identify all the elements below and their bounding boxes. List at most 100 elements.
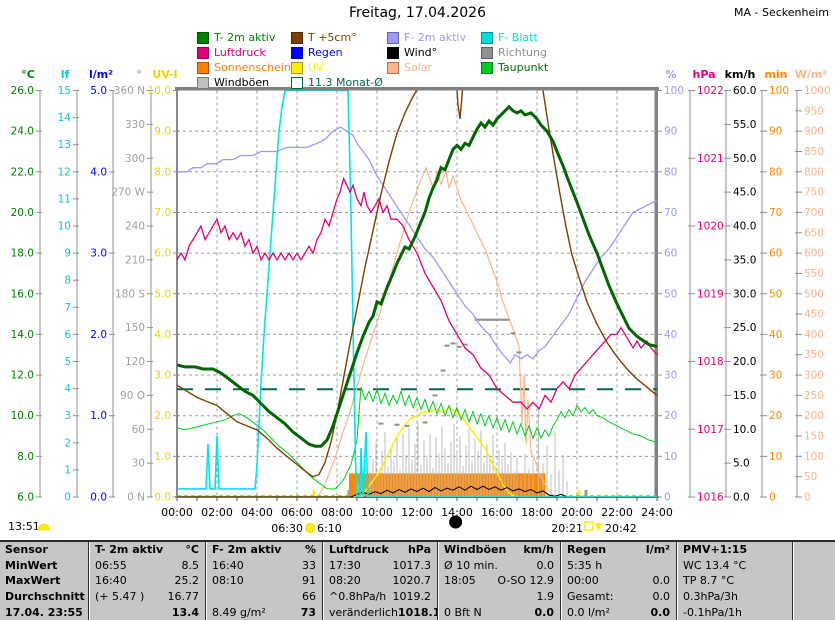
axis-tick-label: 70 xyxy=(664,207,677,219)
axis-tick-label: 10 xyxy=(58,221,71,233)
axis-tick-label: 20.0 xyxy=(11,207,34,219)
table-cell: 06:55 8.5 xyxy=(88,557,205,574)
table-cell-value: °C xyxy=(185,543,199,557)
legend-item: Windböen xyxy=(197,76,269,89)
axis-tick-label: 0 xyxy=(64,492,71,504)
table-cell-value: 0.0 xyxy=(534,605,555,619)
axis-tick-label: 650 xyxy=(804,227,824,239)
axis-tick-label: 180 S xyxy=(115,288,145,300)
legend-swatch-icon xyxy=(197,46,209,59)
axis-title: °C xyxy=(21,68,35,81)
table-cell-text: 00:00 xyxy=(567,574,599,588)
axis-title: ° xyxy=(136,68,142,81)
axis-title: lf xyxy=(61,68,70,81)
axis-tick-label: 60 xyxy=(769,248,782,260)
table-cell-value: 1018.1 xyxy=(397,605,437,619)
axis-tick-label: 5.0 xyxy=(90,85,107,97)
axis-tick-label: 3.0 xyxy=(154,370,171,382)
table-cell-value: l/m² xyxy=(645,543,670,557)
series-direction xyxy=(378,318,522,427)
axis-tick-label: 60 xyxy=(132,424,145,436)
table-cell-text: Luftdruck xyxy=(329,543,389,557)
table-cell-value: 8.5 xyxy=(181,558,200,572)
x-axis-label: 08:00 xyxy=(321,506,353,519)
table-cell-text: TP 8.7 °C xyxy=(683,574,735,588)
x-axis-label: 16:00 xyxy=(481,506,513,519)
legend-swatch-icon xyxy=(291,31,303,44)
table-cell-text: 0.3hPa/3h xyxy=(683,590,739,604)
axis-tick-label: 20 xyxy=(769,410,782,422)
axis-tick-label: 0 N xyxy=(127,492,145,504)
axis-title: hPa xyxy=(692,68,715,81)
axis-tick-label: 350 xyxy=(804,349,824,361)
sunset-arrow-icon xyxy=(595,523,602,531)
table-cell: T- 2m aktiv °C xyxy=(88,542,205,558)
table-cell-value: 1.9 xyxy=(536,590,555,604)
axis-title: UV-I xyxy=(152,68,177,81)
axis-tick-label: 70 xyxy=(769,207,782,219)
axis-title: min xyxy=(764,68,787,81)
x-axis-label: 24:00 xyxy=(641,506,673,519)
axis-tick-label: 8 xyxy=(64,275,71,287)
plot-border-top xyxy=(175,87,659,91)
table-cell-text: F- 2m aktiv xyxy=(212,543,282,557)
axis-tick-label: 20.0 xyxy=(733,356,756,368)
table-cell-text: PMV+1:15 xyxy=(683,543,748,557)
chart-legend: T- 2m aktiv Luftdruck Sonnenschein Windböen… xyxy=(0,0,835,95)
axis-tick-label: 3 xyxy=(64,410,71,422)
legend-swatch-icon xyxy=(387,46,399,59)
table-cell: 0 Bft N 0.0 xyxy=(437,604,560,620)
table-cell-text: 06:55 xyxy=(95,558,127,572)
axis-tick-label: 950 xyxy=(804,105,824,117)
table-cell-text: Windböen xyxy=(444,543,507,557)
legend-item: F- 2m aktiv xyxy=(387,31,466,44)
table-cell-value: 0.0 xyxy=(652,574,671,588)
legend-label: Regen xyxy=(308,46,343,59)
stats-table: Sensor T- 2m aktiv °C F- 2m aktiv% Luftdruck… xyxy=(0,540,835,620)
x-axis-label: 18:00 xyxy=(521,506,553,519)
axis-title: W/m² xyxy=(795,68,828,81)
table-cell-text: WC 13.4 °C xyxy=(683,558,747,572)
series-temp-2m xyxy=(177,104,657,448)
axis-tick-label: 8.0 xyxy=(154,166,171,178)
legend-label: T- 2m aktiv xyxy=(214,31,276,44)
axis-tick-label: 2.0 xyxy=(154,410,171,422)
axis-tick-label: 13 xyxy=(58,139,71,151)
axis-tick-label: 300 xyxy=(804,370,824,382)
table-cell-text: ^0.8hPa/h xyxy=(329,590,387,604)
axis-tick-label: 1021 xyxy=(697,153,724,165)
table-cell-empty xyxy=(792,588,835,605)
table-cell: 13.4 xyxy=(88,604,205,620)
axis-tick-label: 100 xyxy=(664,85,684,97)
legend-label: Wind° xyxy=(404,46,438,59)
axis-tick-label: 5.0 xyxy=(733,458,750,470)
sunrise-label: 06:30 xyxy=(271,522,303,535)
table-cell-value: 0.0 xyxy=(652,590,671,604)
table-row-label: Sensor xyxy=(5,543,48,557)
axis-tick-label: 7.0 xyxy=(154,207,171,219)
series-wind xyxy=(177,485,568,497)
legend-item: Solar xyxy=(387,61,432,74)
table-cell: F- 2m aktiv% xyxy=(205,542,322,558)
table-cell-text: T- 2m aktiv xyxy=(95,543,164,557)
axis-tick-label: 9 xyxy=(64,248,71,260)
axis-tick-label: 1 xyxy=(64,464,71,476)
axis-tick-label: 24.0 xyxy=(11,126,34,138)
table-cell-text: 16:40 xyxy=(212,558,244,572)
table-cell: WC 13.4 °C xyxy=(676,557,792,574)
table-cell: -0.1hPa/1h xyxy=(676,604,792,620)
table-cell-text: 0.0 l/m² xyxy=(567,605,610,619)
axis-tick-label: 750 xyxy=(804,187,824,199)
legend-item: Taupunkt xyxy=(481,61,548,74)
legend-swatch-icon xyxy=(197,76,209,89)
axis-tick-label: 400 xyxy=(804,329,824,341)
axis-tick-label: 0.0 xyxy=(154,492,171,504)
table-cell-value: km/h xyxy=(523,543,554,557)
series-uv xyxy=(177,406,516,497)
axis-tick-label: 500 xyxy=(804,288,824,300)
table-cell-text: 17:30 xyxy=(329,558,361,572)
table-cell: 0.0 l/m² 0.0 xyxy=(560,604,676,620)
legend-label: Solar xyxy=(404,61,433,74)
table-cell-text: (+ 5.47 ) xyxy=(95,590,145,604)
